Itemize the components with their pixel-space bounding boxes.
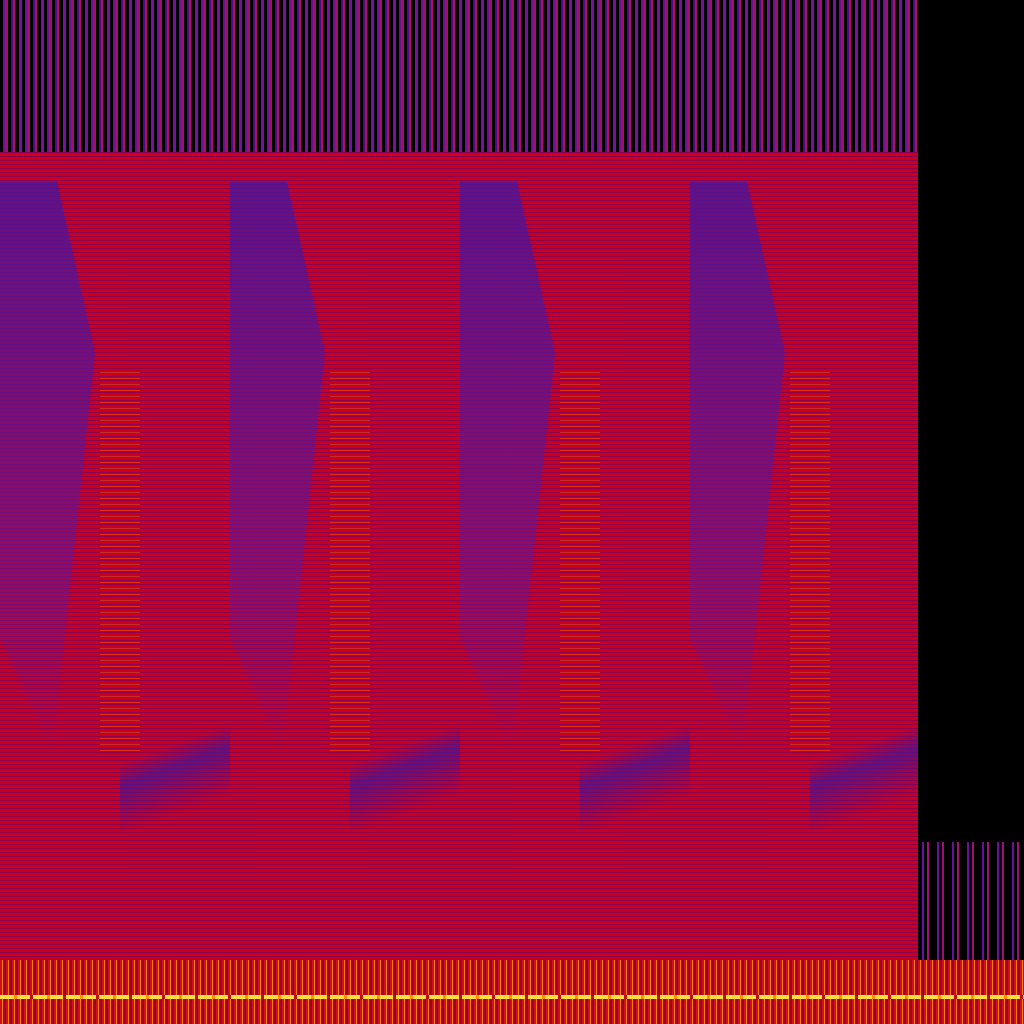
silent-region [918,0,1024,960]
panel [690,152,920,982]
diagonal-sweep [350,552,460,982]
right-low-stripes [918,842,1024,962]
low-frequency-band [0,960,1024,1024]
diagonal-sweep [810,552,920,982]
fundamental-line [0,995,1024,999]
purple-region [460,182,555,752]
diagonal-sweep [580,552,690,982]
panel [0,152,230,982]
purple-region [690,182,785,752]
diagonal-sweep [120,552,230,982]
panel [460,152,690,982]
panel [230,152,460,982]
high-frequency-band [0,0,918,152]
spectrogram-area [0,0,920,1024]
purple-region [0,182,95,752]
purple-region [230,182,325,752]
